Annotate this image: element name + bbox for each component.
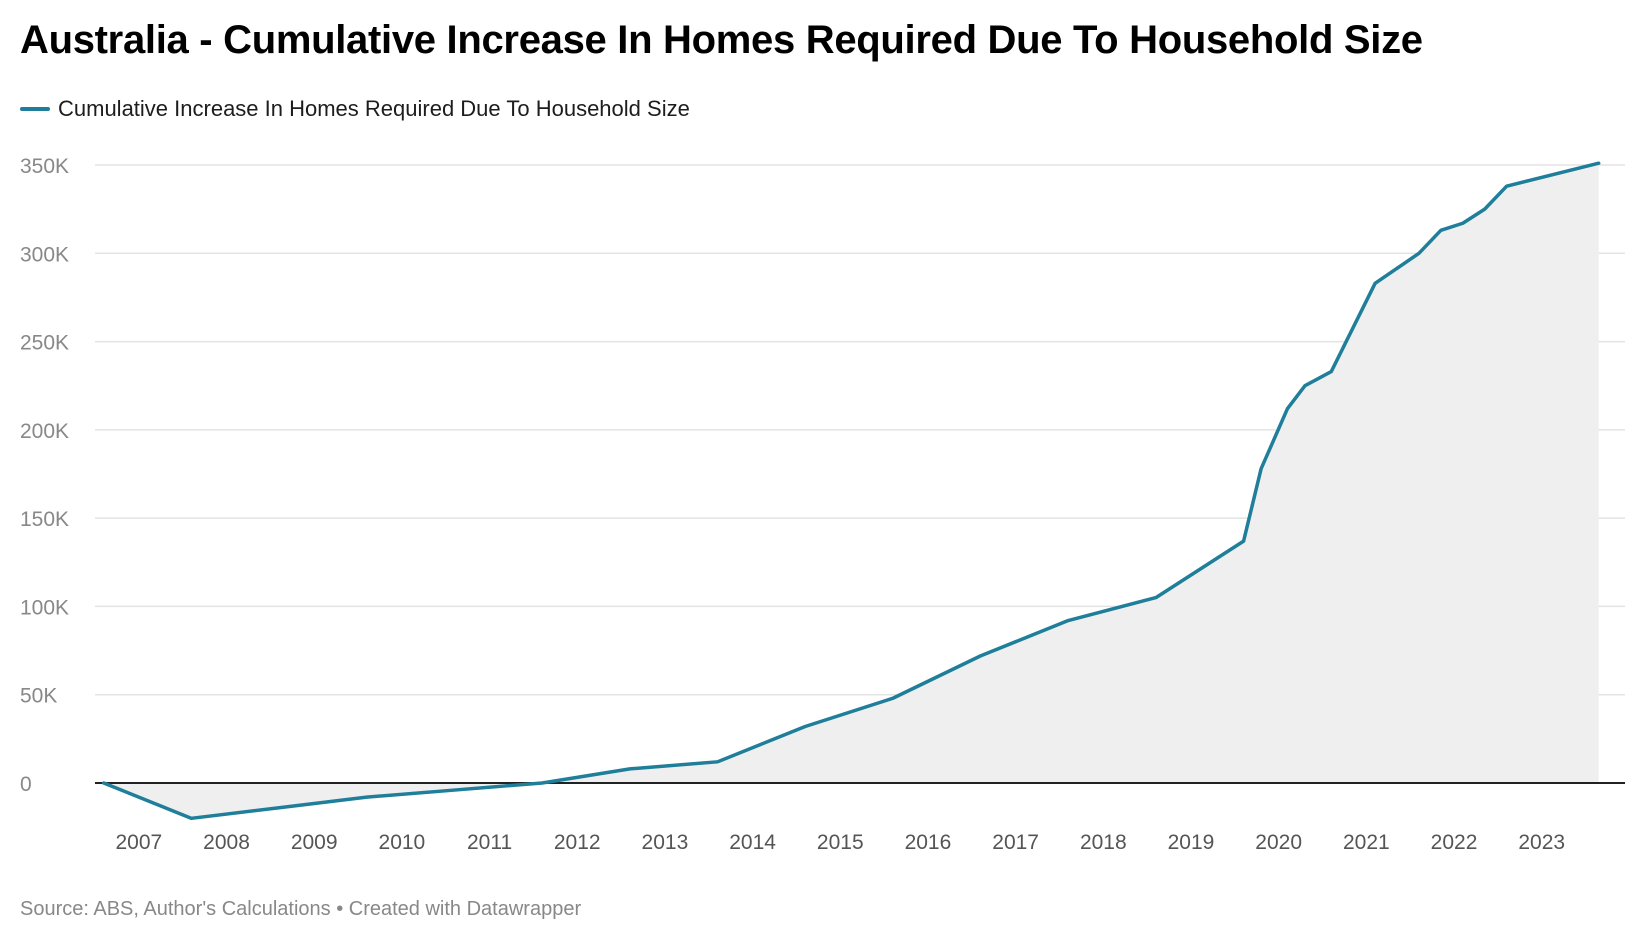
x-tick-label: 2014: [729, 831, 776, 854]
x-tick-label: 2013: [642, 831, 689, 854]
source-footer: Source: ABS, Author's Calculations • Cre…: [20, 898, 582, 920]
y-tick-label: 350K: [20, 155, 69, 178]
chart-title: Australia - Cumulative Increase In Homes…: [20, 18, 1423, 62]
x-tick-label: 2008: [203, 831, 250, 854]
legend: Cumulative Increase In Homes Required Du…: [20, 96, 690, 122]
area-fill: [103, 163, 1599, 819]
x-tick-label: 2011: [467, 831, 512, 854]
x-tick-label: 2023: [1518, 831, 1565, 854]
x-tick-label: 2017: [992, 831, 1039, 854]
y-tick-label: 0: [20, 773, 32, 796]
x-tick-label: 2012: [554, 831, 601, 854]
x-tick-label: 2010: [379, 831, 426, 854]
x-tick-label: 2018: [1080, 831, 1127, 854]
x-tick-label: 2022: [1431, 831, 1478, 854]
y-tick-label: 300K: [20, 243, 69, 266]
y-tick-label: 200K: [20, 420, 69, 443]
y-tick-label: 50K: [20, 685, 57, 708]
x-tick-label: 2015: [817, 831, 864, 854]
x-tick-label: 2021: [1343, 831, 1390, 854]
legend-swatch: [20, 107, 50, 111]
y-tick-label: 250K: [20, 332, 69, 355]
series-line: [102, 161, 1601, 821]
x-tick-label: 2007: [115, 831, 162, 854]
y-tick-label: 150K: [20, 508, 69, 531]
x-tick-label: 2020: [1255, 831, 1302, 854]
x-tick-label: 2009: [291, 831, 338, 854]
y-tick-label: 100K: [20, 596, 69, 619]
x-tick-label: 2019: [1168, 831, 1215, 854]
legend-label: Cumulative Increase In Homes Required Du…: [58, 96, 690, 121]
x-tick-label: 2016: [905, 831, 952, 854]
